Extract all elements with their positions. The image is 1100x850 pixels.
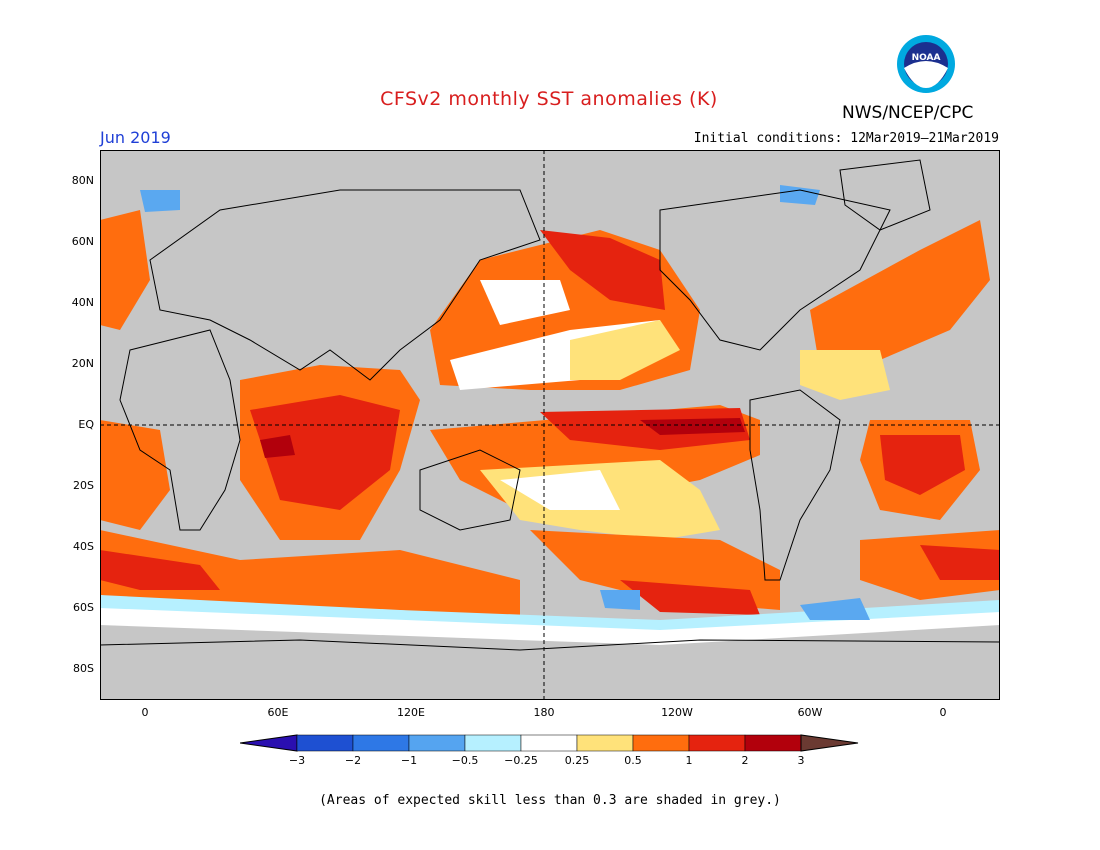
colorbar-label: −1 xyxy=(400,754,418,767)
coastline xyxy=(749,389,841,581)
colorbar-segment xyxy=(408,734,466,752)
skill-footnote: (Areas of expected skill less than 0.3 a… xyxy=(319,793,781,808)
colorbar-label: −0.25 xyxy=(504,754,538,767)
anomaly-region xyxy=(810,220,990,370)
coastline xyxy=(659,189,891,351)
anomaly-region xyxy=(540,408,750,450)
colorbar-label: 3 xyxy=(797,754,805,767)
anomaly-region xyxy=(100,530,520,620)
colorbar-label: 0.5 xyxy=(624,754,642,767)
anomaly-region xyxy=(880,435,965,495)
lon-label: 120E xyxy=(397,706,425,719)
anomaly-region xyxy=(800,350,890,400)
anomaly-region xyxy=(780,185,820,205)
lat-label: 80S xyxy=(73,662,94,675)
anomaly-region xyxy=(100,420,170,530)
agency-label: NWS/NCEP/CPC xyxy=(842,103,974,123)
anomaly-region xyxy=(640,418,745,435)
noaa-logo: NOAA xyxy=(897,35,955,93)
colorbar-max-arrow xyxy=(800,734,859,752)
sst-anomaly-map xyxy=(100,150,1000,700)
anomaly-region xyxy=(800,598,870,620)
coastline xyxy=(100,639,1000,651)
anomaly-region xyxy=(260,435,295,458)
anomaly-region xyxy=(480,280,570,325)
lat-label: EQ xyxy=(78,418,94,431)
lon-label: 180 xyxy=(533,706,555,719)
colorbar-label: −3 xyxy=(288,754,306,767)
colorbar-segment xyxy=(576,734,634,752)
colorbar-segment xyxy=(296,734,354,752)
anomaly-region xyxy=(920,545,1000,580)
anomaly-region xyxy=(100,210,150,330)
coastlines xyxy=(100,159,1000,651)
coastline xyxy=(839,159,931,231)
lat-label: 80N xyxy=(71,174,94,187)
anomaly-region xyxy=(600,590,640,610)
initial-conditions: Initial conditions: 12Mar2019–21Mar2019 xyxy=(693,131,999,146)
colorbar-label: −2 xyxy=(344,754,362,767)
lat-label: 20N xyxy=(71,357,94,370)
anomaly-region xyxy=(540,230,665,310)
colorbar-label: −0.5 xyxy=(451,754,479,767)
forecast-month: Jun 2019 xyxy=(100,128,171,147)
coastline xyxy=(419,449,521,531)
noaa-logo-text: NOAA xyxy=(912,53,941,63)
lat-label: 60S xyxy=(73,601,94,614)
anomaly-region xyxy=(140,190,180,212)
chart-title: CFSv2 monthly SST anomalies (K) xyxy=(380,88,718,110)
lat-label: 20S xyxy=(73,479,94,492)
lat-label: 60N xyxy=(71,235,94,248)
anomaly-region xyxy=(500,470,620,510)
colorbar-segment xyxy=(632,734,690,752)
lon-label: 0 xyxy=(939,706,947,719)
colorbar-segment xyxy=(464,734,522,752)
anomaly-region xyxy=(620,580,760,615)
colorbar-segment xyxy=(520,734,578,752)
anomaly-region xyxy=(860,530,1000,600)
colorbar-segment xyxy=(352,734,410,752)
anomaly-fields xyxy=(100,185,1000,645)
colorbar-label: 1 xyxy=(685,754,693,767)
colorbar-label: 0.25 xyxy=(564,754,590,767)
anomaly-region xyxy=(100,608,1000,645)
colorbar-segment xyxy=(744,734,802,752)
coastline xyxy=(149,189,541,381)
lat-label: 40N xyxy=(71,296,94,309)
colorbar-min-arrow xyxy=(240,734,298,752)
lon-label: 0 xyxy=(141,706,149,719)
anomaly-region xyxy=(570,320,680,380)
lon-label: 60W xyxy=(797,706,823,719)
color-scale-bar xyxy=(240,734,859,752)
colorbar-segment xyxy=(688,734,746,752)
anomaly-region xyxy=(100,550,220,590)
colorbar-label: 2 xyxy=(741,754,749,767)
anomaly-region xyxy=(250,395,400,510)
coastline xyxy=(119,329,241,531)
lon-label: 60E xyxy=(267,706,289,719)
lon-label: 120W xyxy=(661,706,693,719)
lat-label: 40S xyxy=(73,540,94,553)
